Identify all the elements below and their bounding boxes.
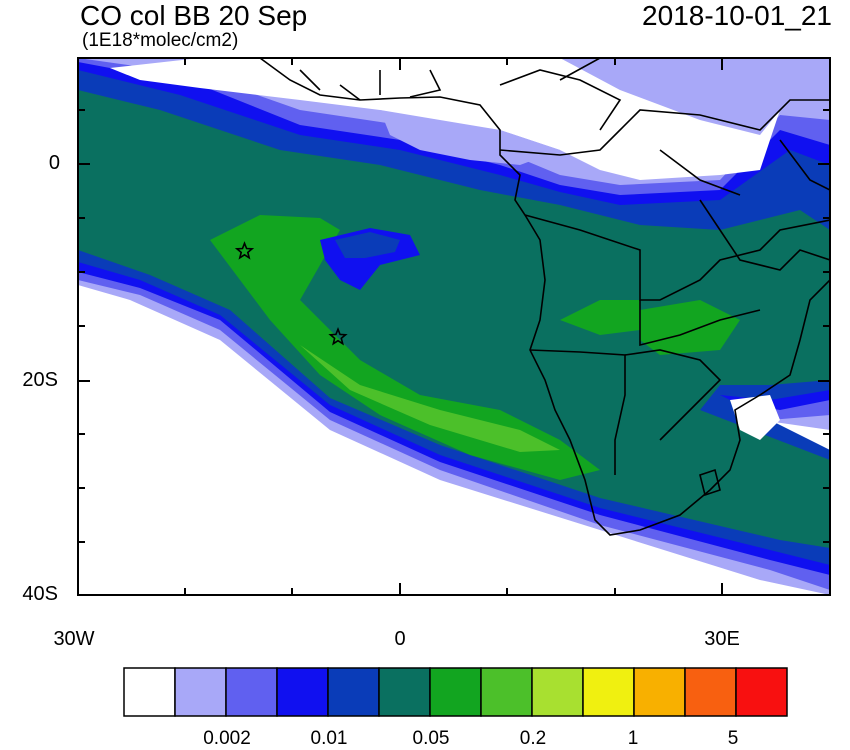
plume-lightgreen xyxy=(300,345,560,452)
colorbar-swatch xyxy=(633,667,686,717)
colorbar-swatch xyxy=(684,667,737,717)
clear-north xyxy=(110,58,780,180)
colorbar-swatch xyxy=(429,667,482,717)
colorbar-label-3: 0.2 xyxy=(519,728,547,749)
colorbar-swatch xyxy=(735,667,788,717)
colorbar-swatch xyxy=(378,667,431,717)
colorbar-label-4: 1 xyxy=(627,728,639,749)
lon-label-30e: 30E xyxy=(704,628,740,650)
lat-label-20s: 20S xyxy=(22,369,58,391)
axis-ticks xyxy=(78,58,830,595)
colorbar xyxy=(123,667,788,717)
colorbar-swatch xyxy=(582,667,635,717)
units-label: (1E18*molec/cm2) xyxy=(82,30,239,51)
colorbar-label-0: 0.002 xyxy=(203,728,251,749)
map-field xyxy=(78,58,830,595)
colorbar-label-1: 0.01 xyxy=(310,728,348,749)
lat-label-40s: 40S xyxy=(22,583,58,605)
colorbar-swatch xyxy=(123,667,176,717)
colorbar-swatch xyxy=(327,667,380,717)
map-title: CO col BB 20 Sep xyxy=(80,0,308,31)
colorbar-swatch xyxy=(531,667,584,717)
continent-green2 xyxy=(560,300,640,335)
colorbar-label-2: 0.05 xyxy=(412,728,450,749)
timestamp-label: 2018-10-01_21 xyxy=(642,0,832,31)
blue-hole-inner xyxy=(335,232,400,258)
colorbar-swatch xyxy=(480,667,533,717)
colorbar-swatch xyxy=(225,667,278,717)
star-marker xyxy=(234,241,255,260)
lon-label-0: 0 xyxy=(394,628,406,650)
colorbar-label-5: 5 xyxy=(727,728,739,749)
plume-green xyxy=(210,215,600,480)
lon-label-30w: 30W xyxy=(53,628,95,650)
lat-label-0: 0 xyxy=(48,152,60,174)
coastlines xyxy=(259,58,830,536)
continent-green xyxy=(640,300,740,355)
plume-teal xyxy=(78,90,830,548)
marker-stars xyxy=(234,241,348,346)
colorbar-swatch xyxy=(174,667,227,717)
colorbar-swatch xyxy=(276,667,329,717)
star-marker xyxy=(328,327,348,346)
